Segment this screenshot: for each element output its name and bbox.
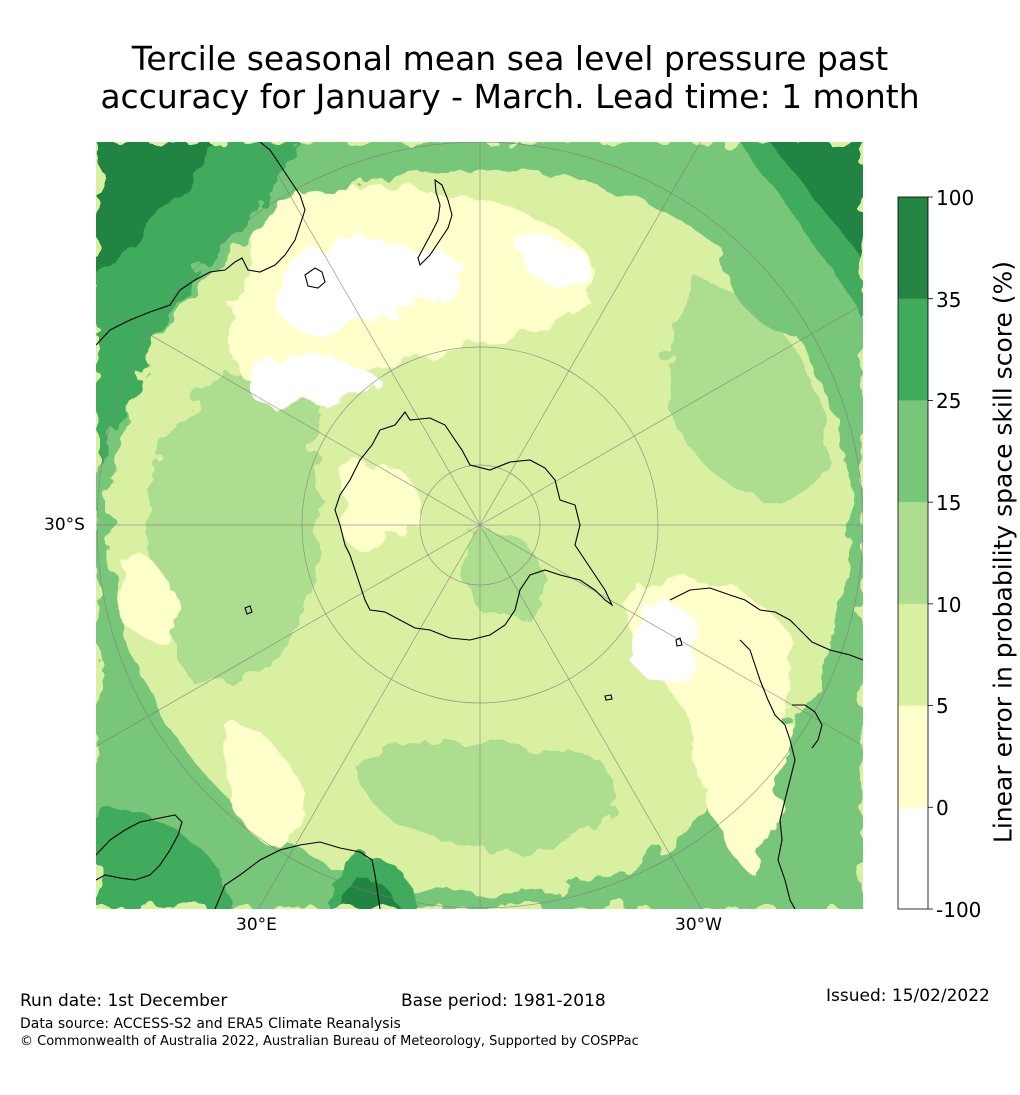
south-america-coastline: [669, 587, 863, 909]
title-line-2: accuracy for January - March. Lead time:…: [100, 77, 920, 116]
africa-coastline: [96, 814, 381, 909]
colorbar-title-text: Linear error in probability space skill …: [988, 260, 1018, 844]
colorbar-bin: [898, 502, 928, 605]
meridian: [96, 303, 481, 526]
graticule: [96, 142, 863, 909]
region-neg-indian: [250, 356, 380, 404]
colorbar-bin: [898, 400, 928, 503]
region-bottom-15: [350, 741, 616, 850]
region-neg-ne: [520, 237, 592, 284]
island: [244, 605, 253, 615]
coastlines: [96, 142, 863, 909]
meridian: [479, 524, 702, 909]
colorbar-tick-label: -100: [936, 898, 982, 922]
region-zero-bottomleft: [220, 720, 310, 845]
base-period: Base period: 1981-2018: [401, 991, 606, 1011]
latitude-label: 30°S: [44, 515, 85, 535]
new-zealand-coastline: [417, 178, 453, 267]
colorbar-tick-label: 5: [936, 694, 949, 718]
australia-coastline: [96, 142, 306, 346]
colorbar-bin: [898, 298, 928, 401]
island: [675, 637, 683, 647]
meridian: [479, 142, 702, 526]
region-tl-100: [96, 142, 210, 280]
meridian: [479, 303, 863, 526]
colorbar-tick-label: 35: [936, 288, 962, 312]
longitude-label-east: 30°E: [236, 915, 277, 935]
region-neg-sa: [630, 602, 700, 682]
region-tr-100: [770, 142, 863, 260]
colorbar-frame: [897, 196, 929, 910]
region-zero-center: [340, 462, 420, 550]
region-center-15: [461, 532, 545, 620]
colorbar-bin: [898, 807, 928, 910]
map-panel: [96, 142, 863, 909]
region-right-15: [666, 280, 830, 500]
antarctica-coastline: [334, 411, 614, 641]
colorbar: [897, 196, 933, 910]
meridian: [479, 524, 863, 747]
data-source: Data source: ACCESS-S2 and ERA5 Climate …: [20, 1016, 401, 1032]
colorbar-tick-label: 0: [936, 796, 949, 820]
colorbar-tick-label: 25: [936, 389, 962, 413]
region-left-15: [150, 330, 320, 684]
colorbar-tick-label: 100: [936, 186, 975, 210]
title-line-1: Tercile seasonal mean sea level pressure…: [131, 39, 889, 78]
colorbar-bin: [898, 197, 928, 300]
colorbar-bin: [898, 603, 928, 707]
region-zero-left: [120, 553, 180, 638]
meridian: [258, 142, 481, 526]
colorbar-tick-label: 15: [936, 491, 962, 515]
chart-title: Tercile seasonal mean sea level pressure…: [0, 40, 1020, 116]
region-east-25: [720, 230, 807, 340]
island: [604, 694, 613, 701]
meridian: [96, 524, 481, 747]
issued-date: Issued: 15/02/2022: [826, 986, 990, 1006]
region-br-25: [700, 840, 863, 909]
region-b-100: [345, 880, 400, 909]
colorbar-tick-label: 10: [936, 593, 962, 617]
tasmania-coastline: [304, 267, 326, 289]
copyright: © Commonwealth of Australia 2022, Austra…: [20, 1034, 639, 1049]
meridian: [258, 524, 481, 909]
run-date: Run date: 1st December: [20, 991, 228, 1011]
longitude-label-west: 30°W: [675, 915, 722, 935]
colorbar-bin: [898, 705, 928, 808]
